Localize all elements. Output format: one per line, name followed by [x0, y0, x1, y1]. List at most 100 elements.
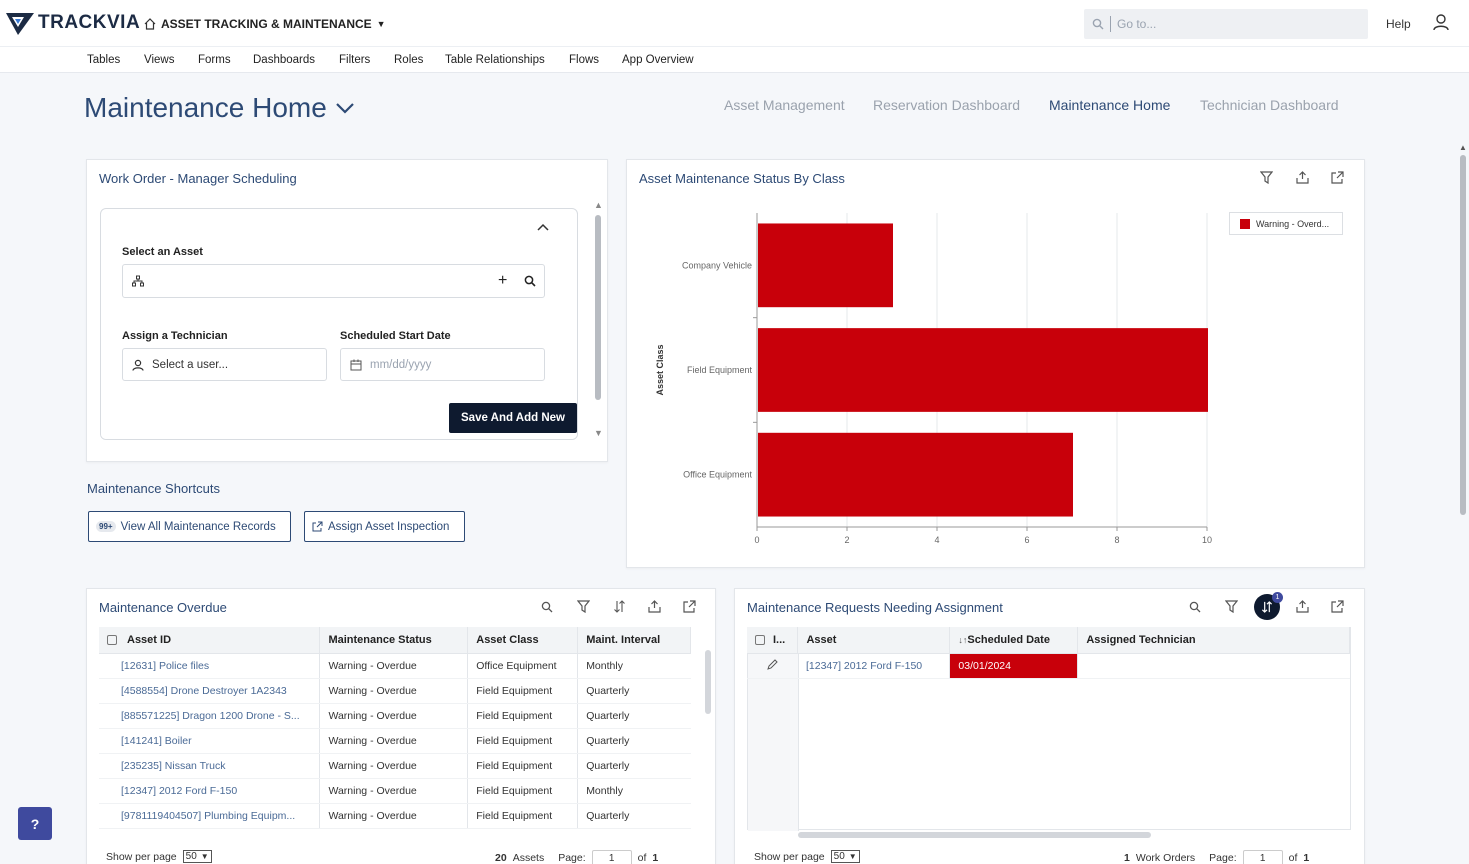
search-icon[interactable] [541, 601, 553, 613]
dashboard-link-asset-management[interactable]: Asset Management [724, 97, 845, 113]
assign-inspection-label: Assign Asset Inspection [328, 520, 450, 533]
page-input[interactable]: 1 [591, 850, 632, 864]
column-header-asset[interactable]: Asset [797, 627, 951, 654]
add-asset-icon[interactable]: + [498, 272, 508, 289]
page-scrollbar[interactable] [1460, 155, 1466, 515]
column-header-assigned-technician[interactable]: Assigned Technician [1077, 627, 1350, 654]
table-row[interactable]: [9781119404507] Plumbing Equipm... Warnin… [99, 803, 691, 829]
goto-input[interactable]: Go to... [1117, 17, 1157, 31]
expand-icon[interactable] [683, 600, 696, 613]
status-cell: Warning - Overdue [319, 703, 469, 729]
scroll-down-icon[interactable]: ▼ [594, 428, 603, 438]
of-label: of [1288, 852, 1298, 864]
column-header-maintenance-status[interactable]: Maintenance Status [319, 627, 469, 654]
nav-dashboards[interactable]: Dashboards [253, 54, 316, 66]
table-row[interactable]: [12347] 2012 Ford F-150 Warning - Overdue… [99, 778, 691, 804]
asset-id-cell[interactable]: [235235] Nissan Truck [99, 753, 321, 779]
search-icon[interactable] [1189, 601, 1201, 613]
nav-roles[interactable]: Roles [394, 54, 424, 66]
export-icon[interactable] [1296, 600, 1309, 613]
asset-id-cell[interactable]: [12631] Police files [99, 653, 321, 679]
per-page-select[interactable]: 50 ▼ [830, 850, 860, 863]
table-row[interactable]: [885571225] Dragon 1200 Drone - S... Warn… [99, 703, 691, 729]
sort-icon[interactable] [613, 600, 626, 613]
user-profile-icon[interactable] [1432, 13, 1450, 34]
app-switcher[interactable]: ASSET TRACKING & MAINTENANCE ▼ [144, 17, 386, 31]
column-header-id[interactable]: I... [747, 627, 799, 654]
export-icon[interactable] [1296, 171, 1309, 184]
dashboard-link-maintenance-home[interactable]: Maintenance Home [1049, 97, 1171, 113]
x-tick-label: 6 [1024, 535, 1029, 545]
column-header-asset-class[interactable]: Asset Class [467, 627, 579, 654]
asset-id-cell[interactable]: [885571225] Dragon 1200 Drone - S... [99, 703, 321, 729]
x-tick-label: 2 [844, 535, 849, 545]
nav-table-relationships[interactable]: Table Relationships [445, 54, 545, 66]
technician-placeholder: Select a user... [152, 358, 229, 371]
interval-cell: Quarterly [577, 678, 691, 704]
start-date-field[interactable]: mm/dd/yyyy [340, 348, 545, 381]
asset-id-cell[interactable]: [9781119404507] Plumbing Equipm... [99, 803, 321, 829]
column-header-asset-id[interactable]: Asset ID [99, 627, 321, 654]
form-scrollbar[interactable] [595, 215, 601, 400]
x-tick-label: 0 [754, 535, 759, 545]
edit-row-cell[interactable] [747, 653, 798, 679]
view-all-maintenance-button[interactable]: 99+ View All Maintenance Records [88, 511, 291, 542]
trackvia-logo[interactable]: TRACKVIA [6, 11, 140, 35]
page-input[interactable]: 1 [1242, 850, 1283, 864]
requests-horizontal-scrollbar[interactable] [798, 832, 1151, 838]
expand-icon[interactable] [1331, 171, 1344, 184]
expand-icon[interactable] [1331, 600, 1344, 613]
asset-id-cell[interactable]: [12347] 2012 Ford F-150 [99, 778, 321, 804]
filter-icon[interactable] [577, 600, 590, 613]
status-cell: Warning - Overdue [319, 803, 469, 829]
asset-cell[interactable]: [12347] 2012 Ford F-150 [797, 653, 951, 679]
export-icon[interactable] [648, 600, 661, 613]
help-button[interactable]: ? [18, 807, 52, 840]
column-header-maint-interval[interactable]: Maint. Interval [577, 627, 691, 654]
show-per-page-label: Show per page [106, 850, 177, 863]
bar [758, 328, 1208, 412]
filter-icon[interactable] [1260, 171, 1273, 184]
table-row[interactable]: [235235] Nissan Truck Warning - Overdue Fi… [99, 753, 691, 779]
asset-id-cell[interactable]: [4588554] Drone Destroyer 1A2343 [99, 678, 321, 704]
overdue-title: Maintenance Overdue [99, 600, 227, 615]
user-icon [132, 359, 144, 371]
per-page-select[interactable]: 50 ▼ [182, 850, 212, 863]
column-header-scheduled-date[interactable]: ↓↑Scheduled Date [949, 627, 1079, 654]
asset-class-cell: Field Equipment [467, 803, 579, 829]
select-all-checkbox[interactable] [107, 634, 117, 645]
app-title: ASSET TRACKING & MAINTENANCE [161, 17, 372, 31]
total-pages: 1 [652, 852, 659, 864]
table-row[interactable]: [12347] 2012 Ford F-150 03/01/2024 [747, 653, 1350, 679]
dashboard-link-reservation[interactable]: Reservation Dashboard [873, 97, 1021, 113]
scroll-up-icon[interactable]: ▲ [594, 200, 603, 210]
nav-forms[interactable]: Forms [198, 54, 231, 66]
asset-id-cell[interactable]: [141241] Boiler [99, 728, 321, 754]
search-asset-icon[interactable] [524, 275, 536, 287]
edit-icon[interactable] [767, 658, 778, 670]
nav-app-overview[interactable]: App Overview [622, 54, 694, 66]
table-row[interactable]: [141241] Boiler Warning - Overdue Field Eq… [99, 728, 691, 754]
asset-class-cell: Field Equipment [467, 728, 579, 754]
page-title[interactable]: Maintenance Home [84, 92, 355, 124]
help-link[interactable]: Help [1386, 17, 1411, 31]
chevron-up-icon[interactable] [537, 223, 549, 231]
assign-technician-label: Assign a Technician [122, 330, 228, 342]
nav-filters[interactable]: Filters [339, 54, 371, 66]
technician-select[interactable]: Select a user... [122, 348, 327, 381]
filter-icon[interactable] [1225, 600, 1238, 613]
goto-search[interactable]: Go to... [1084, 9, 1368, 39]
nav-views[interactable]: Views [144, 54, 175, 66]
nav-flows[interactable]: Flows [569, 54, 600, 66]
assign-inspection-button[interactable]: Assign Asset Inspection [304, 511, 465, 542]
save-and-add-new-button[interactable]: Save And Add New [449, 403, 577, 433]
select-all-checkbox[interactable] [755, 634, 765, 645]
dashboard-link-technician[interactable]: Technician Dashboard [1200, 97, 1339, 113]
overdue-scrollbar[interactable] [705, 650, 711, 714]
table-row[interactable]: [4588554] Drone Destroyer 1A2343 Warning … [99, 678, 691, 704]
bar-chart: 0 2 4 6 8 10 Company Vehicle Field Equipment Off… [655, 213, 1212, 545]
table-row[interactable]: [12631] Police files Warning - Overdue Off… [99, 653, 691, 679]
select-asset-field[interactable] [122, 264, 545, 298]
nav-tables[interactable]: Tables [87, 54, 121, 66]
page-scroll-up-icon[interactable]: ▲ [1459, 143, 1467, 152]
